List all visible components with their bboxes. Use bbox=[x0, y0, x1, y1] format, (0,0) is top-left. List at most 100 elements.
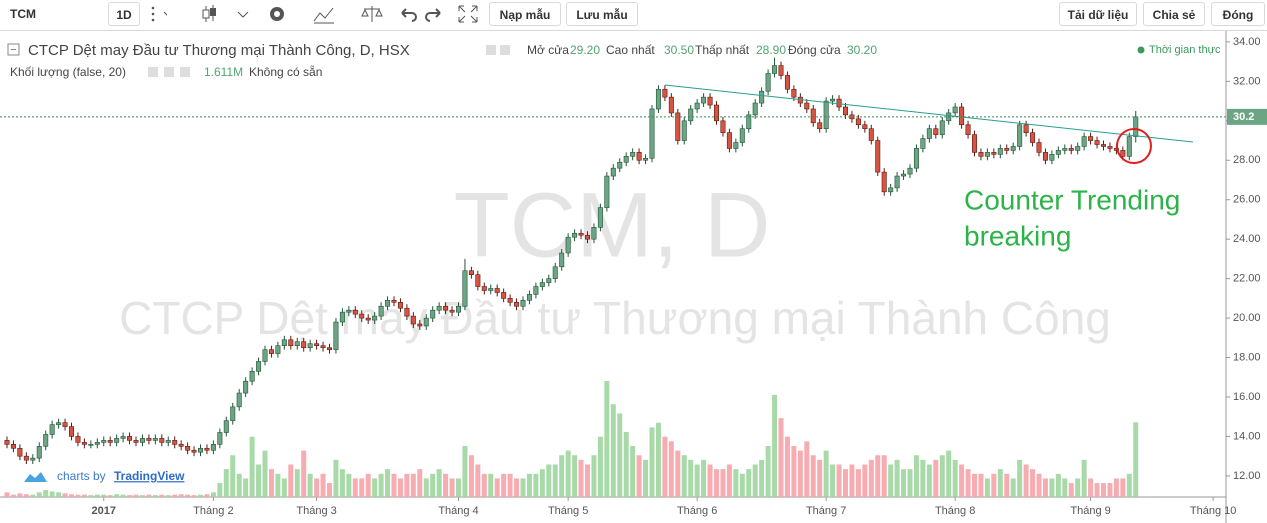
candle-body bbox=[1055, 150, 1061, 155]
candle-icon[interactable] bbox=[198, 3, 222, 25]
candle-body bbox=[139, 438, 145, 443]
candle-body bbox=[1030, 132, 1036, 143]
settings-icon[interactable] bbox=[265, 3, 289, 25]
candle-body bbox=[159, 438, 165, 443]
annotation[interactable]: Counter Trending bbox=[964, 184, 1180, 215]
x-tick-label: Tháng 2 bbox=[193, 505, 233, 517]
download[interactable]: Tải dữ liệu bbox=[1059, 2, 1137, 26]
volume-bar bbox=[378, 473, 384, 497]
dropdown[interactable] bbox=[232, 3, 256, 25]
volume-bar bbox=[572, 455, 578, 497]
legend-icon[interactable] bbox=[180, 67, 190, 77]
save-template[interactable]: Lưu mẫu bbox=[566, 2, 638, 26]
indicators-icon[interactable] bbox=[312, 3, 336, 25]
interval[interactable]: 1D bbox=[108, 2, 140, 26]
volume-bar bbox=[907, 469, 913, 497]
y-tick-label: 32.00 bbox=[1233, 75, 1261, 87]
volume-bar bbox=[327, 483, 332, 497]
x-tick-label: 2017 bbox=[92, 505, 116, 517]
candle-body bbox=[236, 392, 242, 408]
share[interactable]: Chia sẻ bbox=[1143, 2, 1205, 26]
x-tick-label: Tháng 9 bbox=[1070, 505, 1110, 517]
candle-body bbox=[862, 124, 868, 130]
y-tick-label: 28.00 bbox=[1233, 154, 1261, 166]
candle-body bbox=[630, 152, 636, 157]
candle-body bbox=[810, 108, 816, 124]
annotation[interactable]: breaking bbox=[964, 220, 1071, 251]
candle-body bbox=[165, 440, 171, 443]
volume-bar bbox=[585, 464, 590, 497]
candle-body bbox=[146, 438, 152, 441]
volume-bar bbox=[1120, 478, 1126, 497]
collapse-icon[interactable] bbox=[7, 43, 20, 56]
last-price-label: 30.2 bbox=[1233, 111, 1254, 123]
volume-bar bbox=[514, 478, 520, 497]
y-tick-label: 22.00 bbox=[1233, 273, 1261, 285]
volume-bar bbox=[288, 464, 294, 497]
volume-bar bbox=[823, 450, 829, 497]
x-tick-label: Tháng 8 bbox=[935, 505, 975, 517]
volume-bar bbox=[152, 495, 158, 497]
legend-icon[interactable] bbox=[486, 45, 496, 55]
redo-icon[interactable] bbox=[422, 3, 446, 25]
volume-bar bbox=[649, 427, 655, 497]
candle-body bbox=[127, 436, 133, 441]
volume-bar bbox=[1036, 473, 1042, 497]
volume-bar bbox=[520, 478, 526, 497]
volume-bar bbox=[817, 459, 823, 497]
trend-line[interactable] bbox=[664, 84, 1194, 143]
candle-body bbox=[713, 104, 719, 122]
fullscreen-icon[interactable] bbox=[456, 3, 480, 25]
menu-icon[interactable] bbox=[143, 3, 167, 25]
volume-bar bbox=[933, 459, 939, 497]
volume-bar bbox=[43, 490, 49, 497]
legend-icon[interactable] bbox=[148, 67, 158, 77]
candle-body bbox=[49, 424, 55, 435]
undo-icon[interactable] bbox=[396, 3, 420, 25]
candle-body bbox=[643, 157, 649, 161]
candle-body bbox=[423, 317, 429, 327]
candle-body bbox=[707, 96, 713, 106]
volume-bar bbox=[165, 495, 171, 497]
volume-bar bbox=[456, 478, 461, 497]
candle-body bbox=[830, 98, 836, 102]
legend-icon[interactable] bbox=[164, 67, 174, 77]
candle-body bbox=[681, 120, 687, 141]
y-tick-label: 26.00 bbox=[1233, 194, 1261, 206]
x-tick-label: Tháng 10 bbox=[1190, 505, 1236, 517]
candle-body bbox=[578, 232, 584, 236]
legend-value: 30.20 bbox=[847, 43, 877, 57]
volume-bar bbox=[959, 464, 965, 497]
candle-body bbox=[907, 167, 913, 175]
load-template[interactable]: Nạp mẫu bbox=[489, 2, 561, 26]
volume-bar bbox=[81, 494, 87, 497]
candle-body bbox=[288, 339, 294, 346]
volume-bar bbox=[346, 473, 352, 497]
candle-body bbox=[901, 173, 907, 177]
highlight-circle[interactable] bbox=[1116, 128, 1152, 164]
legend-icon[interactable] bbox=[500, 45, 510, 55]
candle-body bbox=[191, 449, 197, 453]
compare-icon[interactable] bbox=[360, 3, 384, 25]
candle-body bbox=[533, 286, 539, 295]
candle-body bbox=[649, 108, 655, 159]
volume-bar bbox=[862, 464, 868, 497]
candle-body bbox=[230, 406, 236, 421]
credit-link[interactable]: TradingView bbox=[114, 469, 185, 483]
legend-value: 28.90 bbox=[756, 43, 786, 57]
close[interactable]: Đóng bbox=[1211, 2, 1265, 26]
volume-bar bbox=[765, 445, 771, 497]
volume-bar bbox=[191, 495, 197, 497]
volume-bar bbox=[494, 478, 500, 497]
chart-title: CTCP Dệt may Đầu tư Thương mại Thành Côn… bbox=[28, 42, 410, 59]
candle-body bbox=[739, 128, 745, 143]
candle-body bbox=[81, 442, 87, 445]
volume-bar bbox=[423, 478, 429, 497]
candle-body bbox=[243, 380, 249, 394]
candle-body bbox=[733, 142, 739, 149]
volume-value: 1.611M bbox=[204, 65, 243, 79]
volume-bar bbox=[578, 459, 584, 497]
symbol[interactable]: TCM bbox=[2, 2, 98, 26]
y-tick-label: 20.00 bbox=[1233, 312, 1261, 324]
volume-bar bbox=[739, 473, 745, 497]
